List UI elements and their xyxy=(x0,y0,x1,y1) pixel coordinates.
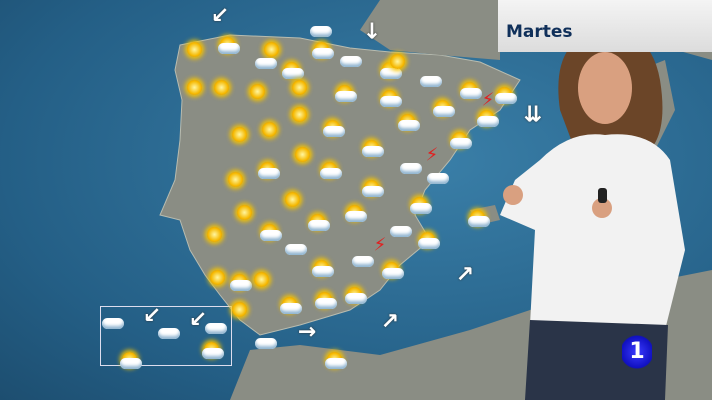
presenter-shirt xyxy=(500,134,685,330)
sun-cloud-icon xyxy=(200,340,224,360)
storm-icon: ⚡ xyxy=(481,89,495,111)
sun-cloud-icon xyxy=(258,222,282,242)
cloud-icon xyxy=(398,155,422,175)
sun-icon xyxy=(203,225,227,245)
sun-cloud-icon xyxy=(360,138,384,158)
cloud-icon xyxy=(253,330,277,350)
sun-icon xyxy=(258,120,282,140)
sun-icon xyxy=(228,125,252,145)
sun-cloud-icon xyxy=(475,108,499,128)
sun-cloud-icon xyxy=(360,178,384,198)
sun-cloud-icon xyxy=(278,295,302,315)
sun-icon xyxy=(228,300,252,320)
wind-arrow-down-left-icon: ↙ xyxy=(142,303,162,329)
sun-cloud-icon xyxy=(343,203,367,223)
wind-arrow-up-right-icon: ↗ xyxy=(380,309,400,335)
sun-cloud-icon xyxy=(228,272,252,292)
sun-cloud-icon xyxy=(408,195,432,215)
presenter-hand xyxy=(503,185,523,205)
wind-arrow-down-left-icon: ↙ xyxy=(188,307,208,333)
presenter-hand-remote xyxy=(592,198,612,218)
sun-cloud-icon xyxy=(280,60,304,80)
sun-cloud-icon xyxy=(466,208,490,228)
day-label: Martes xyxy=(498,0,712,52)
sun-cloud-icon xyxy=(493,85,517,105)
wind-arrow-down-icon: ↓ xyxy=(362,19,382,45)
cloud-icon xyxy=(156,320,180,340)
sun-cloud-icon xyxy=(378,88,402,108)
sun-icon xyxy=(224,170,248,190)
remote-control xyxy=(598,188,607,203)
cloud-icon xyxy=(253,50,277,70)
cloud-icon xyxy=(308,18,332,38)
sun-cloud-icon xyxy=(396,112,420,132)
sun-icon xyxy=(288,105,312,125)
sun-icon xyxy=(288,78,312,98)
storm-icon: ⚡ xyxy=(425,144,439,166)
sun-icon xyxy=(210,78,234,98)
sun-icon xyxy=(291,145,315,165)
sun-cloud-icon xyxy=(448,130,472,150)
sun-cloud-icon xyxy=(458,80,482,100)
sun-icon xyxy=(183,78,207,98)
channel-logo: 1 xyxy=(622,335,652,369)
sun-cloud-icon xyxy=(333,83,357,103)
sun-icon xyxy=(183,40,207,60)
sun-icon xyxy=(206,268,230,288)
wind-arrow-down-left-icon: ↙ xyxy=(210,3,230,29)
wind-arrow-right-icon: → xyxy=(297,319,317,345)
cloud-icon xyxy=(350,248,374,268)
sun-cloud-icon xyxy=(416,230,440,250)
canary-islands-inset xyxy=(100,306,232,366)
sun-cloud-icon xyxy=(216,35,240,55)
cloud-icon xyxy=(203,315,227,335)
sun-icon xyxy=(250,270,274,290)
sun-cloud-icon xyxy=(256,160,280,180)
sun-cloud-icon xyxy=(321,118,345,138)
sun-cloud-icon xyxy=(380,260,404,280)
cloud-icon xyxy=(338,48,362,68)
sun-cloud-icon xyxy=(343,285,367,305)
wind-arrow-double-down-icon: ⇊ xyxy=(523,102,543,128)
sun-cloud-icon xyxy=(431,98,455,118)
cloud-icon xyxy=(283,236,307,256)
sun-icon xyxy=(260,40,284,60)
sun-cloud-icon xyxy=(310,40,334,60)
sun-cloud-icon xyxy=(118,350,142,370)
wind-arrow-up-right-icon: ↗ xyxy=(455,262,475,288)
sun-icon xyxy=(281,190,305,210)
sun-cloud-icon xyxy=(318,160,342,180)
presenter-face xyxy=(578,52,632,124)
cloud-icon xyxy=(418,68,442,88)
cloud-icon xyxy=(388,218,412,238)
sun-cloud-icon xyxy=(323,350,347,370)
sun-icon xyxy=(386,52,410,72)
sun-cloud-icon xyxy=(310,258,334,278)
sun-icon xyxy=(233,203,257,223)
cloud-icon xyxy=(425,165,449,185)
sun-icon xyxy=(246,82,270,102)
france-land xyxy=(360,0,500,60)
sun-cloud-icon xyxy=(313,290,337,310)
sun-cloud-icon xyxy=(306,212,330,232)
storm-icon: ⚡ xyxy=(373,234,387,256)
cloud-icon xyxy=(100,310,124,330)
